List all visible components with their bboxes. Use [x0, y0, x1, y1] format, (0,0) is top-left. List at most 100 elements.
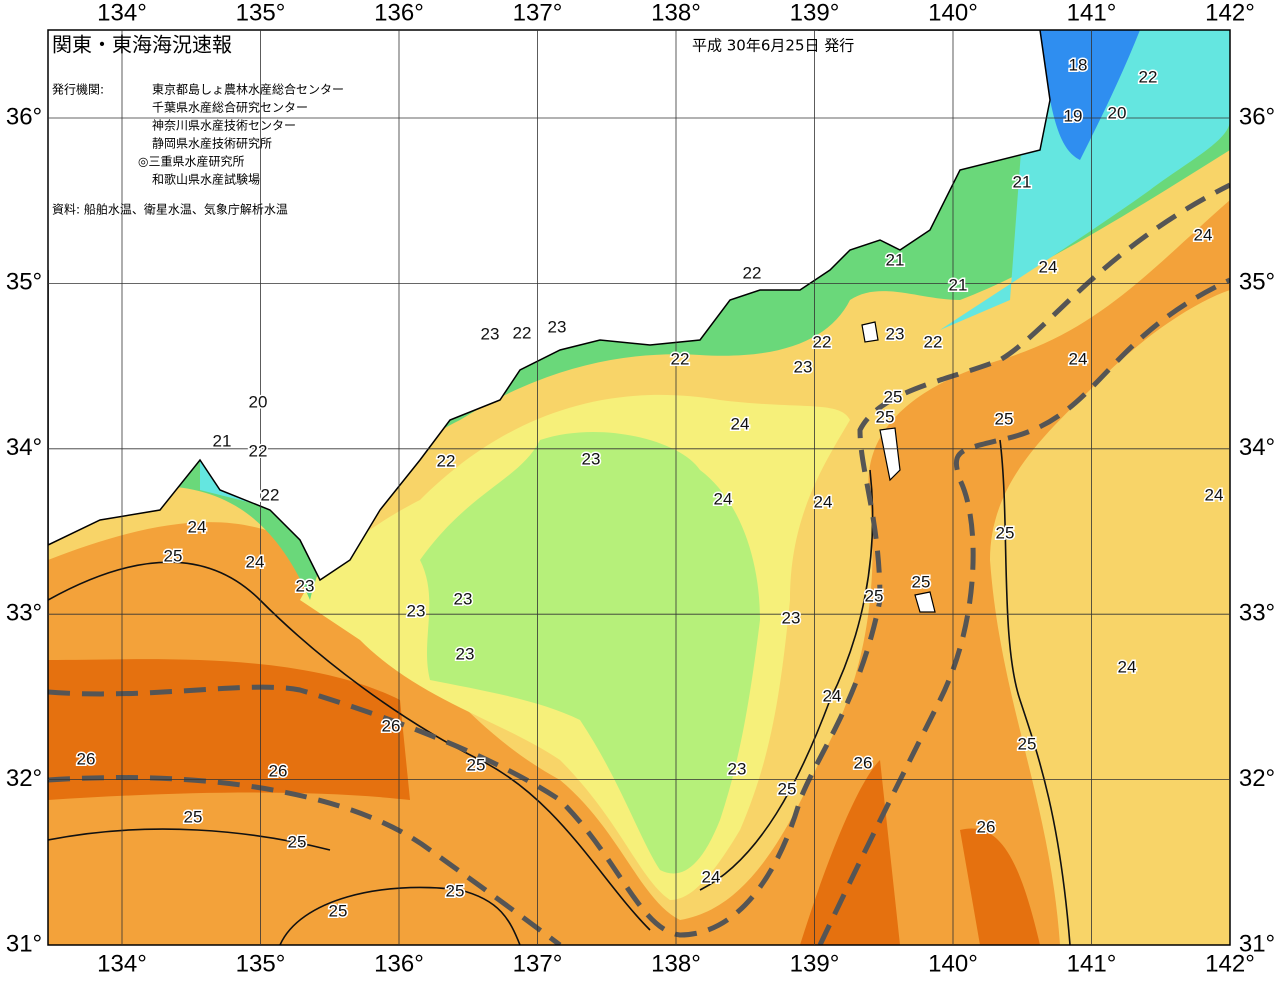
- sea-26: [48, 659, 1040, 945]
- current-edge: [48, 775, 562, 945]
- sources: 資料: 船舶水温、衛星水温、気象庁解析水温: [52, 202, 288, 217]
- contour-label: 22: [924, 332, 943, 351]
- issuer: 神奈川県水産技術センター: [152, 118, 296, 133]
- contour-label: 22: [513, 323, 532, 342]
- contour-label: 20: [249, 392, 268, 411]
- contour-label: 25: [446, 881, 465, 900]
- contour-label: 23: [454, 589, 473, 608]
- contour-label: 25: [912, 572, 931, 591]
- latitude-label: 36°: [6, 103, 42, 130]
- contour-label: 20: [1108, 103, 1127, 122]
- contour-label: 25: [996, 523, 1015, 542]
- contour-label: 23: [548, 317, 567, 336]
- longitude-label: 136°: [374, 950, 424, 977]
- sea-20: [200, 30, 1230, 510]
- longitude-label: 140°: [928, 0, 978, 26]
- issuer: 和歌山県水産試験場: [152, 172, 260, 187]
- contour-label: 25: [995, 409, 1014, 428]
- contour-label: 22: [437, 451, 456, 470]
- latitude-label: 32°: [6, 765, 42, 792]
- contour-label: 24: [1118, 657, 1137, 676]
- contour-label: 26: [382, 716, 401, 735]
- contour-label: 21: [949, 275, 968, 294]
- contour-label: 23: [582, 449, 601, 468]
- sea-temperature-layer: [48, 30, 1230, 945]
- contour-label: 23: [886, 324, 905, 343]
- longitude-label: 142°: [1205, 0, 1255, 26]
- contour-label: 21: [886, 250, 905, 269]
- longitude-label: 141°: [1067, 950, 1117, 977]
- latitude-label: 35°: [6, 269, 42, 296]
- contour-label: 23: [481, 324, 500, 343]
- contour-label: 25: [164, 546, 183, 565]
- longitude-label: 138°: [651, 950, 701, 977]
- longitude-label: 137°: [513, 950, 563, 977]
- contour-label: 25: [184, 807, 203, 826]
- latitude-label: 31°: [1239, 930, 1275, 957]
- longitude-label: 134°: [97, 950, 147, 977]
- issuer: 千葉県水産総合研究センター: [152, 100, 308, 115]
- latitude-label: 33°: [1239, 600, 1275, 627]
- longitude-label: 138°: [651, 0, 701, 26]
- contour-label: 24: [188, 517, 207, 536]
- contour-label: 22: [813, 332, 832, 351]
- contour-label: 24: [731, 414, 750, 433]
- island: [861, 321, 936, 613]
- contour-label: 22: [261, 485, 280, 504]
- contour-label: 25: [329, 901, 348, 920]
- latitude-label: 34°: [6, 434, 42, 461]
- contour-label: 25: [865, 586, 884, 605]
- map-frame: [47, 29, 1231, 946]
- contour-label: 25: [467, 755, 486, 774]
- issue-date: 平成 30年6月25日 発行: [692, 37, 854, 55]
- contour-label: 25: [876, 407, 895, 426]
- contour-label: 24: [1069, 349, 1088, 368]
- contour-label: 25: [1018, 734, 1037, 753]
- contour-label: 24: [1039, 257, 1058, 276]
- longitude-label: 135°: [236, 950, 286, 977]
- latitude-label: 35°: [1239, 269, 1275, 296]
- contour-label: 24: [246, 552, 265, 571]
- sea-24: [990, 290, 1230, 945]
- contour-label: 24: [814, 492, 833, 511]
- contour-label: 24: [702, 867, 721, 886]
- contour-label: 21: [213, 431, 232, 450]
- longitude-label: 135°: [236, 0, 286, 26]
- contour-label: 22: [1139, 67, 1158, 86]
- contour-label: 19: [1064, 106, 1083, 125]
- current-edge: [817, 277, 1230, 945]
- latitude-label: 32°: [1239, 765, 1275, 792]
- longitude-label: 139°: [790, 0, 840, 26]
- title: 関東・東海海況速報: [52, 33, 232, 57]
- latitude-label: 31°: [6, 930, 42, 957]
- graticule: [48, 30, 1230, 945]
- sea-18: [1040, 30, 1140, 160]
- contour-label: 23: [794, 357, 813, 376]
- contour-label: 25: [778, 779, 797, 798]
- contour-label: 23: [782, 608, 801, 627]
- contour-label: 23: [296, 576, 315, 595]
- contour-label: 26: [977, 817, 996, 836]
- latitude-label: 33°: [6, 600, 42, 627]
- contour-label: 22: [743, 263, 762, 282]
- contour-label: 24: [1205, 485, 1224, 504]
- isotherm: [48, 439, 1071, 945]
- contour-label: 25: [884, 387, 903, 406]
- contour-label: 23: [456, 644, 475, 663]
- latitude-label: 34°: [1239, 434, 1275, 461]
- longitude-label: 136°: [374, 0, 424, 26]
- longitude-label: 142°: [1205, 950, 1255, 977]
- longitude-label: 137°: [513, 0, 563, 26]
- latitude-label: 36°: [1239, 103, 1275, 130]
- contour-label: 24: [714, 489, 733, 508]
- contour-label: 23: [728, 759, 747, 778]
- sea-22: [420, 431, 760, 874]
- issuer: 静岡県水産技術研究所: [152, 136, 272, 151]
- contour-label: 26: [77, 749, 96, 768]
- current-axis: [48, 182, 1230, 938]
- info-panel: [48, 30, 818, 270]
- contour-label: 26: [269, 761, 288, 780]
- contour-label: 22: [249, 441, 268, 460]
- contour-label: 24: [1194, 225, 1213, 244]
